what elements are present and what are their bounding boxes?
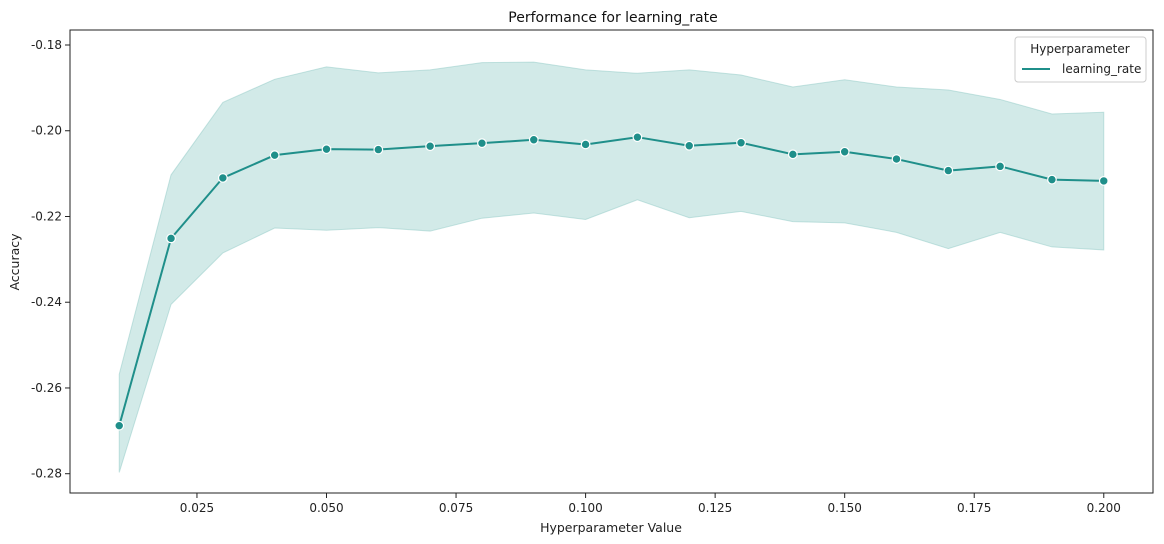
x-tick-label: 0.175: [957, 501, 991, 515]
data-point: [1098, 175, 1109, 186]
data-point: [217, 172, 228, 183]
y-axis-title: Accuracy: [7, 233, 22, 291]
x-axis: 0.025 0.050 0.075 0.100 0.125 0.150 0.175 0.200: [180, 493, 1121, 515]
data-point: [580, 139, 591, 150]
plot-frame: [69, 29, 1154, 494]
data-point: [839, 146, 850, 157]
legend-box: [1014, 36, 1147, 83]
data-point: [114, 420, 125, 431]
y-tick-label: -0.20: [31, 124, 62, 138]
data-point: [787, 149, 798, 160]
data-point: [477, 138, 487, 149]
y-tick-label: -0.26: [31, 381, 62, 395]
data-point: [632, 132, 643, 143]
data-point: [891, 154, 902, 164]
data-point: [528, 134, 539, 145]
chart-title: Performance for learning_rate: [508, 10, 717, 26]
x-tick-label: 0.050: [309, 501, 343, 515]
y-tick-label: -0.18: [31, 38, 62, 52]
x-tick-label: 0.075: [439, 501, 473, 515]
x-tick-label: 0.150: [828, 501, 862, 515]
data-point: [943, 165, 954, 176]
data-point: [321, 144, 332, 155]
y-tick-label: -0.28: [31, 467, 62, 481]
data-point: [1047, 174, 1057, 185]
x-tick-label: 0.025: [180, 501, 214, 515]
series-line-learning-rate: [118, 136, 1104, 426]
data-point: [373, 144, 384, 155]
data-point: [995, 161, 1006, 172]
data-point: [684, 140, 695, 151]
y-axis: -0.28 -0.26 -0.24 -0.22 -0.20 -0.18: [31, 38, 70, 481]
y-tick-label: -0.22: [31, 209, 62, 223]
confidence-band: [118, 61, 1105, 473]
x-axis-title: Hyperparameter Value: [540, 520, 682, 535]
data-point: [425, 141, 436, 152]
data-point: [269, 150, 280, 161]
y-tick-label: -0.24: [31, 295, 62, 309]
legend: Hyperparameter learning_rate: [1014, 36, 1147, 83]
legend-title: Hyperparameter: [1030, 42, 1129, 56]
data-point: [166, 233, 176, 244]
x-tick-label: 0.100: [568, 501, 602, 515]
data-point: [736, 137, 746, 148]
x-tick-label: 0.200: [1087, 501, 1121, 515]
x-tick-label: 0.125: [698, 501, 732, 515]
legend-label-learning-rate: learning_rate: [1062, 62, 1141, 76]
plot-area: [114, 61, 1109, 473]
